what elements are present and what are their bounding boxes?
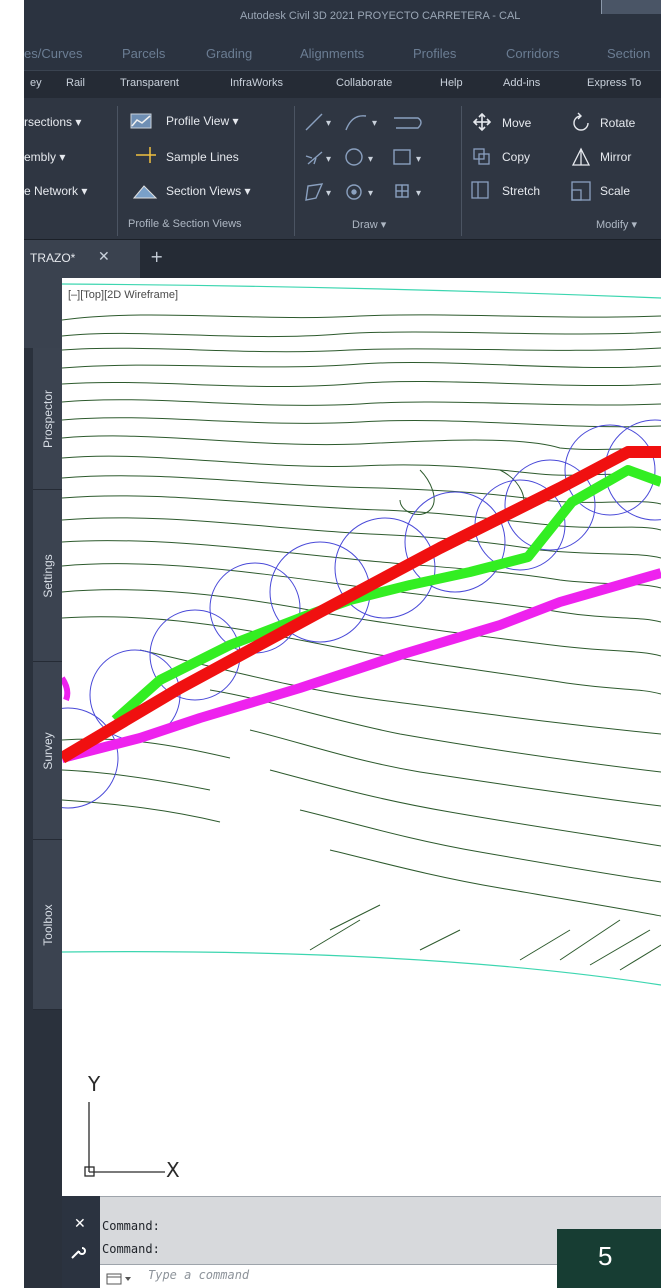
panel-separator — [117, 106, 118, 236]
secondary-tab-bar — [24, 70, 661, 98]
toolspace-header — [24, 278, 62, 348]
command-history-line: Command: — [102, 1242, 160, 1256]
svg-text:▾: ▾ — [368, 188, 373, 199]
page-number: 5 — [598, 1241, 613, 1271]
tab-survey[interactable]: Survey — [33, 662, 62, 840]
circle-tool-icon — [345, 148, 363, 166]
assembly-button[interactable]: embly ▾ — [24, 150, 66, 164]
sample-lines-button[interactable]: Sample Lines — [166, 150, 239, 164]
intersections-button[interactable]: rsections ▾ — [24, 115, 82, 129]
section-views-icon — [132, 180, 158, 200]
svg-text:▾: ▾ — [416, 154, 421, 165]
command-history-icon[interactable] — [106, 1270, 136, 1285]
section-views-button[interactable]: Section Views ▾ — [166, 184, 251, 198]
ribbon-tab-bar — [24, 38, 661, 70]
wrench-icon[interactable] — [70, 1244, 86, 1260]
copy-button[interactable]: Copy — [502, 150, 531, 164]
stretch-button[interactable]: Stretch — [502, 184, 541, 198]
tab-add-ins[interactable]: Add-ins — [503, 77, 541, 89]
tab-lines-curves[interactable]: es/Curves — [24, 46, 83, 61]
outer-margin — [0, 0, 24, 1288]
page-number-badge — [557, 1229, 661, 1288]
boundary-line-bottom — [62, 951, 661, 986]
ucs-y-label: Y — [88, 1072, 101, 1096]
tab-transparent[interactable]: Transparent — [120, 77, 179, 89]
tab-survey[interactable]: ey — [30, 77, 42, 89]
tab-corridors[interactable]: Corridors — [506, 46, 560, 61]
panel-separator — [294, 106, 295, 236]
sample-lines-icon — [134, 145, 158, 165]
stretch-icon — [470, 180, 492, 202]
svg-text:▾: ▾ — [416, 188, 421, 199]
tab-express-tools[interactable]: Express To — [587, 77, 642, 89]
copy-icon — [472, 146, 492, 168]
tab-toolbox[interactable]: Toolbox — [33, 840, 62, 1010]
draw-tools-group[interactable]: ▾ ▾ ▾ ▾ ▾ ▾ ▾ ▾ — [300, 108, 450, 208]
modify-panel-title[interactable]: Modify ▾ — [596, 219, 637, 231]
svg-text:▾: ▾ — [368, 154, 373, 165]
feature-line-icon — [305, 151, 323, 165]
tab-prospector[interactable]: Prospector — [33, 348, 62, 490]
tab-infraworks[interactable]: InfraWorks — [230, 77, 283, 89]
tab-sections[interactable]: Section — [607, 46, 651, 61]
profile-section-panel-title: Profile & Section Views — [128, 218, 242, 230]
draw-panel-title[interactable]: Draw ▾ — [352, 219, 387, 231]
tab-parcels[interactable]: Parcels — [122, 46, 166, 61]
svg-text:▾: ▾ — [372, 118, 377, 129]
scale-button[interactable]: Scale — [600, 184, 631, 198]
rotate-icon — [570, 112, 592, 134]
polyline-tool-icon — [394, 117, 422, 129]
tab-help[interactable]: Help — [440, 77, 463, 89]
add-tab-icon[interactable]: + — [150, 247, 164, 266]
magenta-stub — [62, 676, 71, 702]
window-control[interactable] — [601, 0, 661, 14]
line-tool-icon — [305, 113, 323, 131]
rotate-button[interactable]: Rotate — [600, 116, 636, 130]
profile-view-icon — [130, 112, 154, 130]
title-bar — [24, 0, 661, 38]
svg-text:▾: ▾ — [326, 154, 331, 165]
scale-icon — [570, 180, 592, 202]
ucs-icon — [80, 1072, 190, 1182]
document-tab-label: TRAZO* — [30, 251, 76, 265]
tab-grading[interactable]: Grading — [206, 46, 253, 61]
drawing-viewport[interactable] — [62, 278, 661, 1196]
close-icon[interactable]: ✕ — [98, 249, 110, 265]
viewport-controls-label[interactable]: [–][Top][2D Wireframe] — [68, 289, 179, 301]
move-icon — [472, 112, 492, 132]
svg-text:▾: ▾ — [326, 188, 331, 199]
window-title: Autodesk Civil 3D 2021 PROYECTO CARRETER… — [240, 10, 521, 22]
ucs-x-label: X — [166, 1158, 180, 1182]
rectangle-tool-icon — [393, 149, 411, 165]
magenta-polyline — [62, 568, 661, 763]
red-alignment — [62, 446, 661, 764]
close-icon[interactable]: ✕ — [74, 1216, 86, 1232]
tab-profiles[interactable]: Profiles — [413, 46, 457, 61]
pipe-network-button[interactable]: e Network ▾ — [24, 184, 88, 198]
command-placeholder: Type a command — [148, 1268, 250, 1282]
tab-settings[interactable]: Settings — [33, 490, 62, 662]
mirror-button[interactable]: Mirror — [600, 150, 632, 164]
tab-collaborate[interactable]: Collaborate — [336, 77, 393, 89]
green-polyline — [111, 465, 661, 724]
tab-rail[interactable]: Rail — [66, 77, 85, 89]
spline-tool-icon — [305, 183, 324, 201]
mirror-icon — [570, 146, 592, 168]
ellipse-tool-icon — [346, 184, 362, 200]
panel-separator — [461, 106, 462, 236]
boundary-line-top — [62, 283, 661, 299]
command-line-handle — [62, 1196, 100, 1288]
document-tab-trazo[interactable] — [24, 240, 140, 278]
profile-view-button[interactable]: Profile View ▾ — [166, 114, 239, 128]
tab-alignments[interactable]: Alignments — [300, 46, 365, 61]
svg-text:▾: ▾ — [326, 118, 331, 129]
move-button[interactable]: Move — [502, 116, 532, 130]
contour-lines — [62, 314, 661, 971]
command-history-line: Command: — [102, 1219, 160, 1233]
drawing-canvas — [62, 283, 661, 986]
arc-tool-icon — [345, 115, 367, 131]
ribbon-panel-area — [24, 98, 661, 240]
